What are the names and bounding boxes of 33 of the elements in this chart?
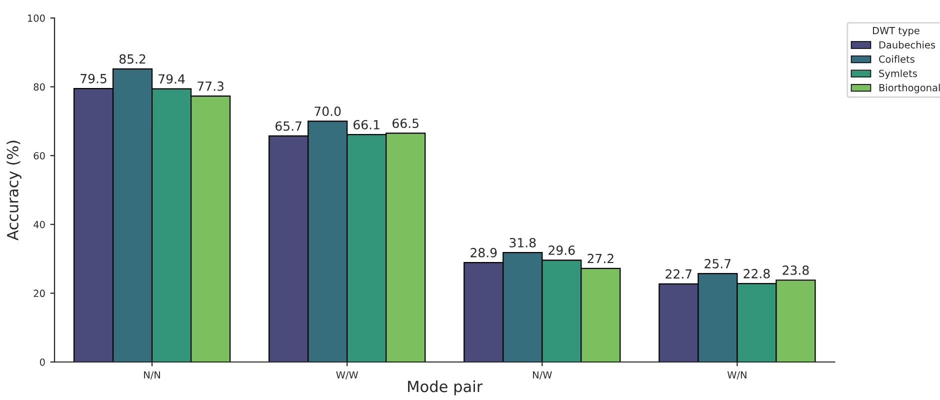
legend-label: Daubechies — [879, 41, 936, 49]
data-label: 66.5 — [392, 118, 418, 128]
data-label: 23.8 — [782, 265, 809, 275]
legend-title: DWT type — [873, 27, 920, 36]
x-tick-label: N/N — [144, 371, 160, 380]
data-label: 22.7 — [666, 269, 692, 279]
legend-label: Coiflets — [879, 55, 914, 63]
y-tick-label: 100 — [28, 14, 45, 22]
y-tick-label: 40 — [34, 220, 45, 228]
data-label: 31.8 — [510, 238, 536, 248]
data-label: 29.6 — [548, 246, 575, 255]
data-label: 79.4 — [158, 74, 185, 84]
x-tick-label: N/W — [533, 371, 552, 380]
y-tick-label: 0 — [40, 358, 45, 366]
x-axis-title: Mode pair — [408, 380, 483, 396]
legend-label: Biorthogonal — [879, 84, 940, 94]
y-tick-label: 20 — [34, 290, 45, 298]
data-label: 70.0 — [314, 106, 341, 116]
data-label: 22.8 — [744, 268, 770, 278]
x-tick-label: W/W — [336, 371, 358, 380]
x-tick-label: W/N — [727, 371, 746, 380]
y-axis-title: Accuracy (%) — [6, 140, 22, 240]
legend-label: Symlets — [879, 70, 917, 79]
data-label: 85.2 — [119, 54, 146, 64]
data-label: 79.5 — [80, 74, 106, 84]
data-label: 27.2 — [588, 254, 614, 264]
y-tick-label: 60 — [34, 152, 45, 160]
data-label: 66.1 — [354, 120, 380, 130]
data-label: 25.7 — [704, 258, 731, 268]
data-label: 65.7 — [276, 121, 302, 131]
y-tick-label: 80 — [34, 83, 45, 91]
data-label: 77.3 — [198, 81, 224, 91]
data-label: 28.9 — [470, 248, 497, 258]
